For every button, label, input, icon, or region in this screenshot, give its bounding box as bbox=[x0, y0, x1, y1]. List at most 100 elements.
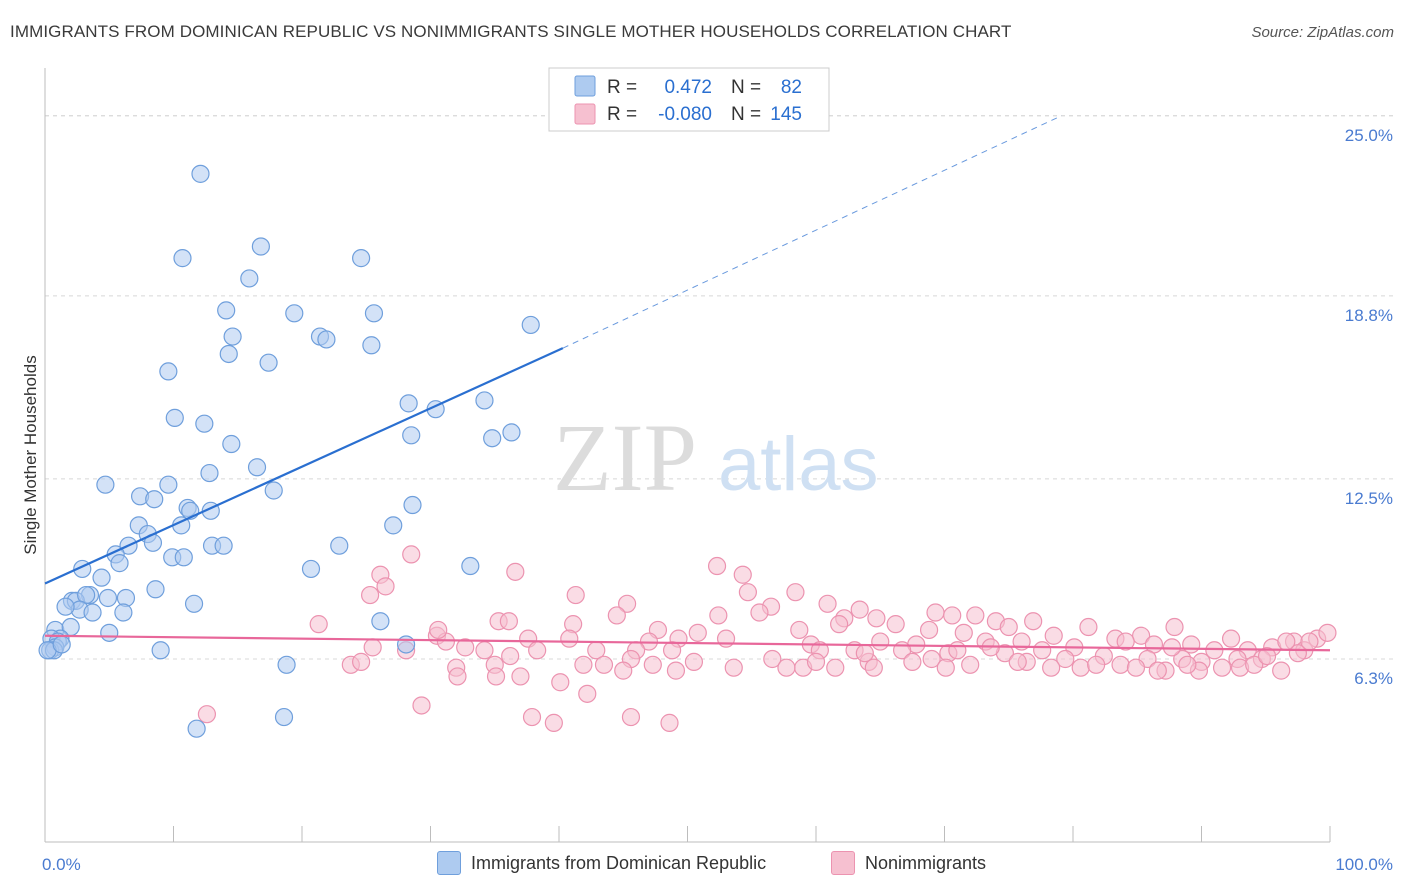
nonimmigrants-points bbox=[197, 545, 1337, 732]
nonimmigrant-point bbox=[448, 667, 467, 686]
dominican-point bbox=[502, 423, 521, 442]
bottom-legend-swatch-pink bbox=[831, 851, 855, 875]
y-tick-label: 18.8% bbox=[1345, 306, 1393, 325]
watermark-atlas: atlas bbox=[718, 422, 879, 507]
nonimmigrant-point bbox=[1126, 658, 1146, 677]
nonimmigrant-point bbox=[919, 620, 939, 640]
y-axis-label: Single Mother Households bbox=[21, 355, 40, 554]
nonimmigrant-point bbox=[886, 615, 905, 634]
nonimmigrant-point bbox=[1277, 632, 1296, 651]
nonimmigrant-point bbox=[1257, 646, 1277, 666]
nonimmigrant-point bbox=[688, 623, 707, 642]
trend-lines bbox=[44, 115, 1331, 652]
dominican-point bbox=[222, 434, 241, 454]
nonimmigrant-point bbox=[750, 603, 769, 622]
nonimmigrant-point bbox=[560, 629, 579, 648]
nonimmigrant-point bbox=[954, 623, 973, 642]
nonimmigrant-point bbox=[1044, 626, 1063, 645]
nonimmigrant-point bbox=[1205, 641, 1224, 660]
nonimmigrant-point bbox=[363, 638, 382, 657]
x-tick-label: 100.0% bbox=[1335, 855, 1393, 874]
dominican-point bbox=[173, 249, 192, 268]
nonimmigrant-point bbox=[594, 655, 614, 674]
nonimmigrant-point bbox=[1079, 617, 1098, 637]
y-tick-label: 12.5% bbox=[1345, 489, 1393, 508]
chart-title: IMMIGRANTS FROM DOMINICAN REPUBLIC VS NO… bbox=[10, 22, 1012, 41]
nonimmigrant-point bbox=[501, 646, 520, 666]
nonimmigrant-point bbox=[506, 562, 525, 581]
dominican-point bbox=[277, 655, 296, 674]
dominican-point bbox=[110, 554, 129, 573]
nonimmigrant-point bbox=[966, 606, 985, 625]
nonimmigrant-point bbox=[475, 641, 494, 660]
source-credit: Source: ZipAtlas.com bbox=[1251, 24, 1394, 41]
nonimmigrant-point bbox=[456, 638, 475, 657]
nonimmigrant-point bbox=[777, 658, 796, 677]
dominican-point bbox=[214, 536, 233, 555]
nonimmigrant-point bbox=[830, 615, 849, 634]
nonimmigrant-point bbox=[733, 565, 752, 584]
watermark: ZIP atlas bbox=[553, 404, 879, 511]
nonimmigrant-point bbox=[352, 652, 371, 671]
nonimmigrant-point bbox=[1024, 612, 1043, 631]
nonimmigrant-point bbox=[850, 600, 869, 619]
legend-n-value-2: 145 bbox=[770, 104, 802, 125]
legend-swatch-pink bbox=[574, 103, 596, 125]
nonimmigrant-point bbox=[1212, 658, 1232, 677]
dominican-point bbox=[475, 391, 494, 410]
nonimmigrant-point bbox=[522, 707, 542, 727]
dominican-point bbox=[145, 490, 164, 509]
nonimmigrant-point bbox=[1087, 655, 1106, 674]
dominican-point bbox=[184, 594, 204, 613]
dominican-point bbox=[403, 495, 422, 515]
dominican-point bbox=[461, 556, 480, 576]
dominican-point bbox=[174, 548, 193, 567]
dominican-point bbox=[191, 164, 210, 183]
dominican-point bbox=[52, 635, 71, 654]
dominican-point bbox=[219, 344, 238, 364]
dominican-point bbox=[364, 304, 384, 323]
nonimmigrant-point bbox=[999, 617, 1018, 637]
nonimmigrant-point bbox=[607, 606, 626, 625]
nonimmigrant-point bbox=[684, 652, 704, 671]
dominican-point bbox=[317, 330, 336, 349]
nonimmigrant-point bbox=[806, 652, 826, 671]
legend-swatch-blue bbox=[574, 75, 596, 97]
nonimmigrant-point bbox=[709, 606, 728, 625]
dominican-point bbox=[195, 414, 214, 433]
nonimmigrant-trend-line bbox=[44, 634, 1331, 652]
nonimmigrant-point bbox=[948, 641, 967, 660]
dominican-point bbox=[285, 304, 304, 323]
nonimmigrant-point bbox=[1165, 617, 1184, 637]
legend-n-value-1: 82 bbox=[781, 77, 802, 98]
nonimmigrant-point bbox=[544, 713, 563, 732]
bottom-legend-swatch-blue bbox=[437, 851, 461, 875]
bottom-legend-label-nonimmigrants: Nonimmigrants bbox=[865, 852, 987, 873]
dominican-point bbox=[251, 237, 270, 256]
dominican-point bbox=[146, 580, 165, 599]
dominican-point bbox=[352, 249, 371, 268]
nonimmigrant-point bbox=[738, 583, 757, 602]
dominican-point bbox=[83, 603, 102, 622]
nonimmigrant-point bbox=[309, 615, 328, 634]
dominican-point bbox=[187, 719, 206, 738]
legend-n-label-2: N = bbox=[731, 104, 761, 125]
nonimmigrant-point bbox=[1008, 652, 1027, 671]
nonimmigrant-point bbox=[528, 641, 547, 660]
watermark-zip: ZIP bbox=[553, 404, 697, 511]
dominican-point bbox=[223, 327, 242, 346]
dominican-point bbox=[56, 597, 75, 616]
dominican-trend-extension bbox=[562, 115, 1062, 349]
nonimmigrant-point bbox=[943, 606, 962, 625]
legend-box: R = 0.472 N = 82 R = -0.080 N = 145 bbox=[548, 67, 830, 132]
y-tick-label: 6.3% bbox=[1354, 669, 1393, 688]
dominican-point bbox=[165, 408, 184, 427]
dominican-point bbox=[259, 353, 278, 372]
nonimmigrant-point bbox=[574, 655, 593, 674]
nonimmigrant-point bbox=[660, 713, 679, 732]
dominican-point bbox=[521, 315, 540, 335]
nonimmigrant-point bbox=[621, 707, 641, 727]
nonimmigrant-point bbox=[826, 658, 845, 677]
nonimmigrant-point bbox=[1071, 658, 1090, 677]
